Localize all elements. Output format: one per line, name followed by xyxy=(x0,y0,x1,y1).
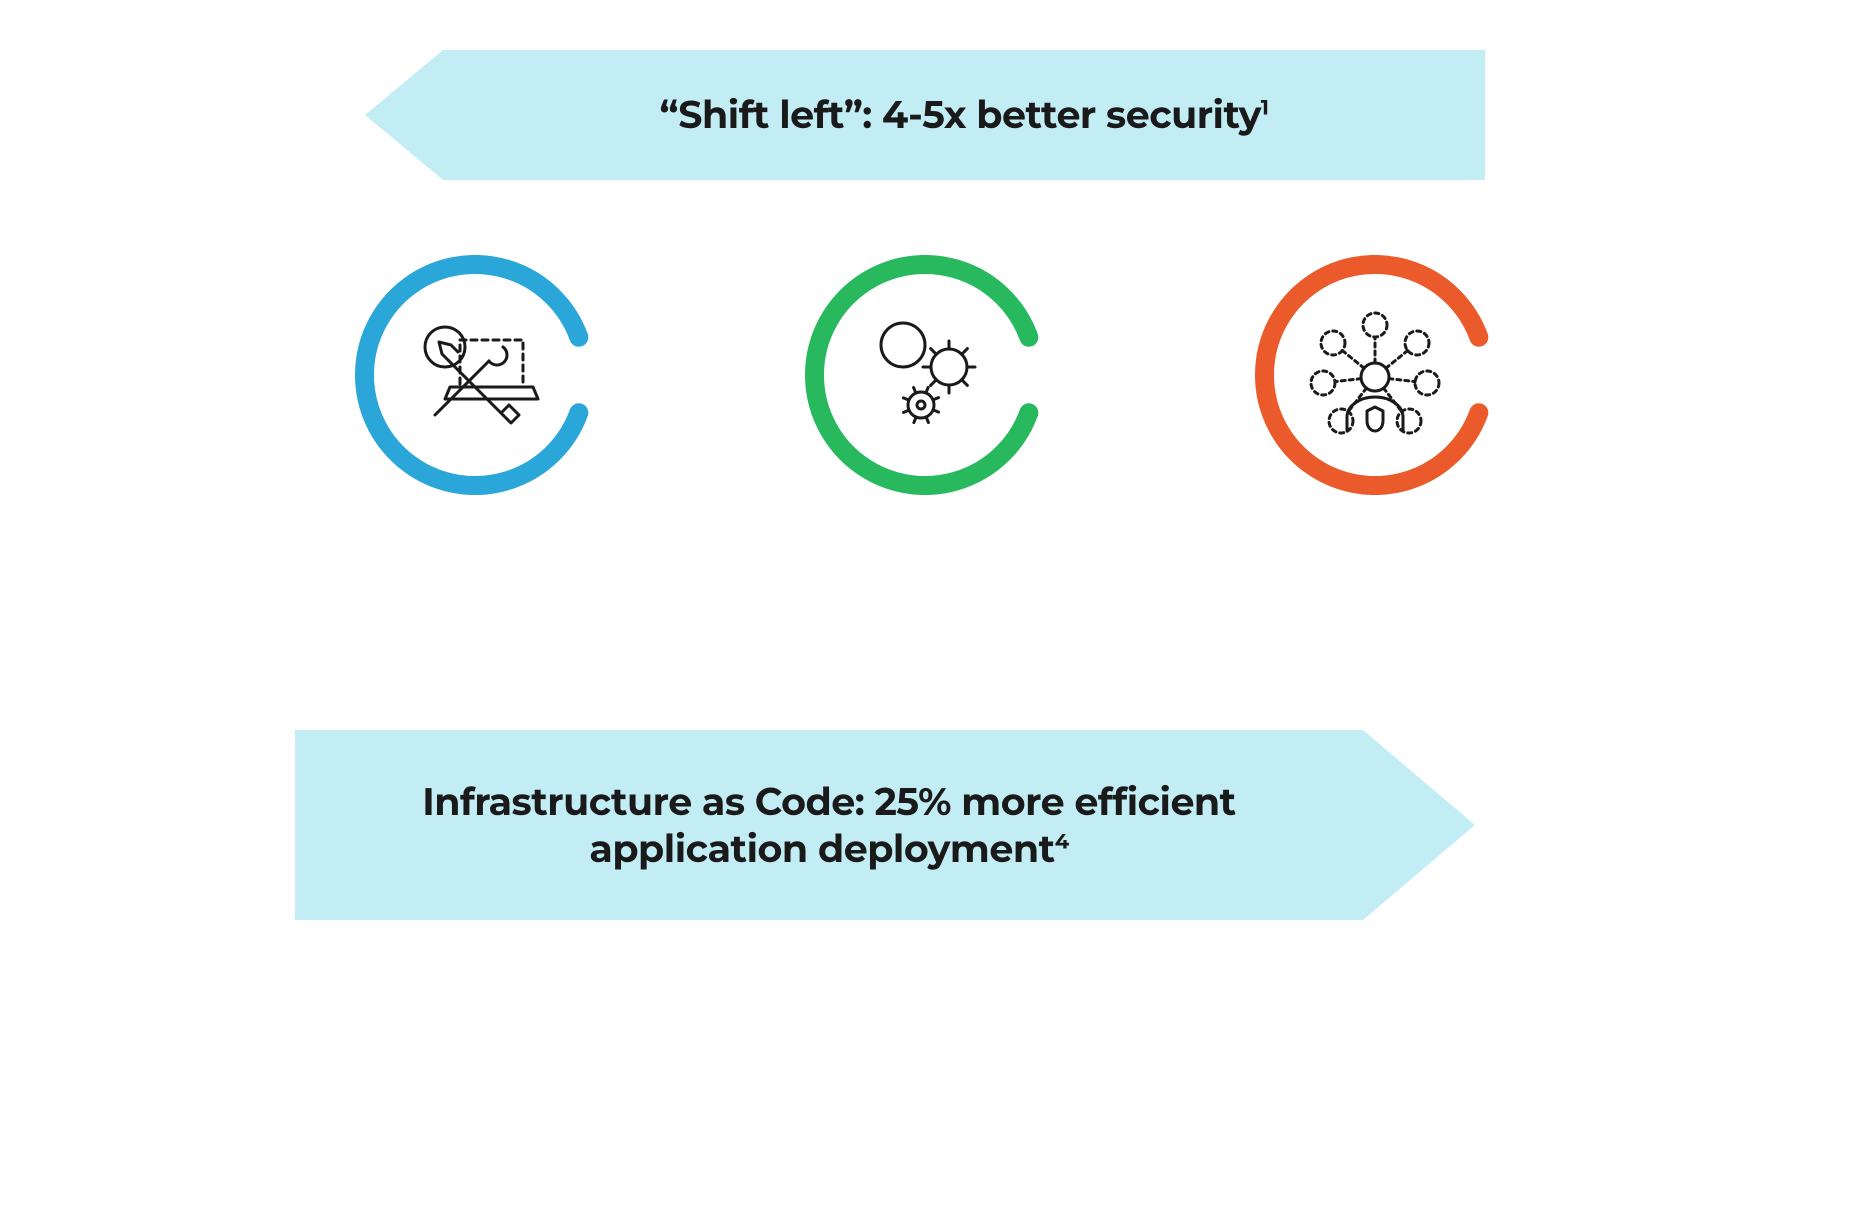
bottom-banner-tip xyxy=(1363,730,1475,920)
rings-row xyxy=(355,245,1495,505)
dev-tools-icon xyxy=(405,305,545,445)
top-banner-tip xyxy=(365,50,443,180)
top-banner-arrow-left: “Shift left”: 4-5x better security1 xyxy=(365,50,1485,180)
ring-ops xyxy=(805,255,1045,495)
top-banner-text: “Shift left”: 4-5x better security1 xyxy=(659,92,1268,138)
bottom-banner-body: Infrastructure as Code: 25% more efficie… xyxy=(295,730,1363,920)
ring-dev xyxy=(355,255,595,495)
diagram-canvas: “Shift left”: 4-5x better security1 xyxy=(185,50,1665,990)
top-banner-main: “Shift left”: 4-5x better security xyxy=(659,91,1260,138)
ring-sec xyxy=(1255,255,1495,495)
ops-gears-icon xyxy=(855,305,995,445)
bottom-banner-arrow-right: Infrastructure as Code: 25% more efficie… xyxy=(295,730,1475,920)
top-banner-body: “Shift left”: 4-5x better security1 xyxy=(443,50,1485,180)
bottom-banner-main: Infrastructure as Code: 25% more efficie… xyxy=(422,778,1235,873)
sec-network-icon xyxy=(1305,305,1445,445)
bottom-banner-text: Infrastructure as Code: 25% more efficie… xyxy=(335,778,1323,873)
top-banner-superscript: 1 xyxy=(1261,96,1269,121)
bottom-banner-superscript: 4 xyxy=(1055,829,1069,854)
